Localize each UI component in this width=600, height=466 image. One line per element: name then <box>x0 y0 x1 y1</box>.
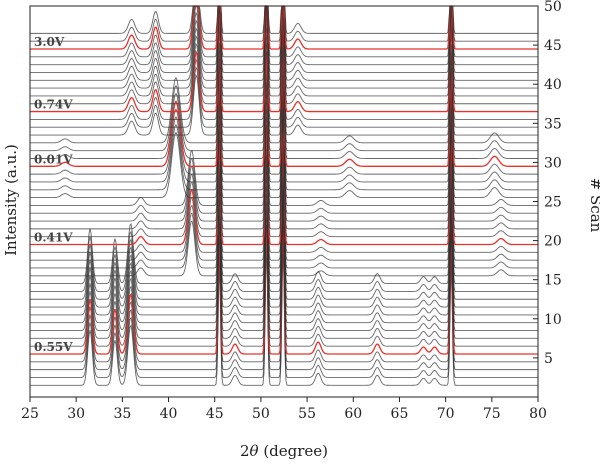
scan-tick-label: 45 <box>544 38 562 54</box>
x-axis-ticks: 25 30 35 40 45 50 55 60 65 70 75 80 <box>21 397 547 422</box>
x-tick-label: 55 <box>298 406 316 422</box>
scan-tick-label: 15 <box>544 273 562 289</box>
voltage-label: 0.01V <box>34 152 73 166</box>
voltage-labels: 0.55V 0.41V 0.01V 0.74V 3.0V <box>34 35 73 354</box>
voltage-label: 3.0V <box>34 35 65 49</box>
voltage-label: 0.74V <box>34 98 73 112</box>
x-tick-label: 80 <box>529 406 547 422</box>
voltage-label: 0.55V <box>34 340 73 354</box>
x-tick-label: 60 <box>344 406 362 422</box>
x-tick-label: 70 <box>437 406 455 422</box>
scan-tick-label: 25 <box>544 195 562 211</box>
scan-tick-label: 5 <box>544 351 553 367</box>
y-axis-title: Intensity (a.u.) <box>2 144 20 256</box>
x-tick-label: 40 <box>160 406 178 422</box>
scan-axis-ticks: 5 10 15 20 25 30 35 40 45 50 <box>533 0 562 367</box>
scan-tick-label: 40 <box>544 77 562 93</box>
scan-tick-label: 35 <box>544 116 562 132</box>
scan-tick-label: 10 <box>544 312 562 328</box>
scan-tick-label: 50 <box>544 0 562 15</box>
scan-tick-label: 30 <box>544 155 562 171</box>
scan-tick-label: 20 <box>544 234 562 250</box>
x-tick-label: 25 <box>21 406 39 422</box>
x-tick-label: 30 <box>67 406 85 422</box>
x-tick-label: 50 <box>252 406 270 422</box>
x-tick-label: 35 <box>113 406 131 422</box>
x-tick-label: 45 <box>206 406 224 422</box>
x-axis-title: 2θ (degree) <box>240 442 328 460</box>
x-tick-label: 65 <box>391 406 409 422</box>
x-tick-label: 75 <box>483 406 501 422</box>
scan-traces <box>30 5 538 386</box>
scan-axis-title: # Scan <box>587 178 600 233</box>
voltage-label: 0.41V <box>34 231 73 245</box>
